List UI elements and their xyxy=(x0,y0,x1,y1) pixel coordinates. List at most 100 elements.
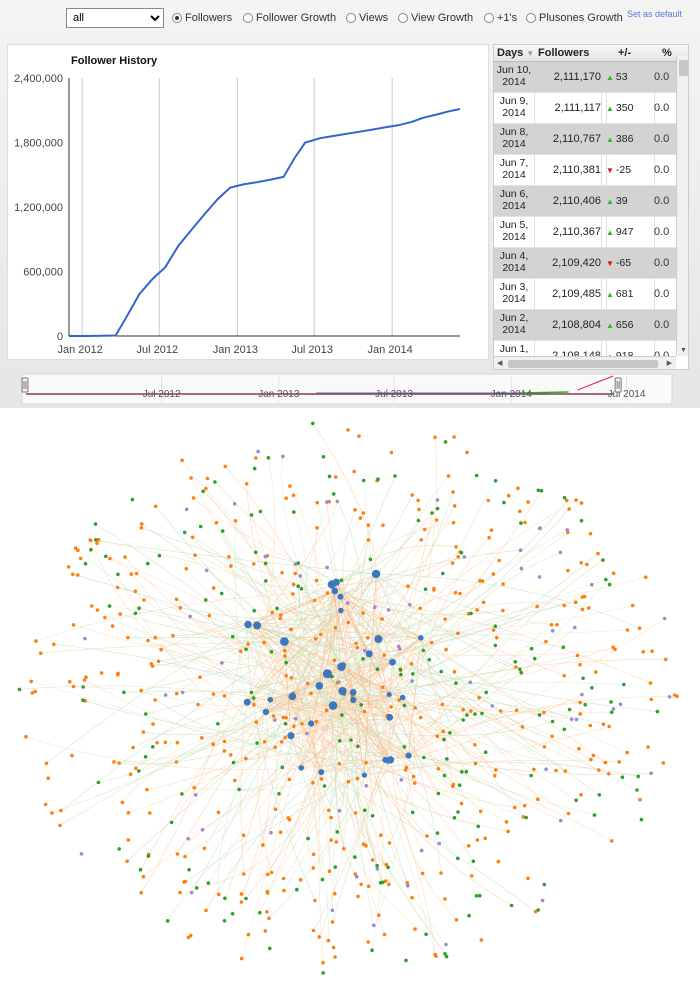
network-node xyxy=(466,844,471,848)
network-edge xyxy=(408,559,604,756)
radio-circle-icon[interactable] xyxy=(346,13,356,23)
network-node xyxy=(362,709,367,714)
network-node xyxy=(193,793,198,797)
network-node xyxy=(371,569,381,579)
network-node xyxy=(229,753,233,757)
scroll-left-icon[interactable]: ◀ xyxy=(497,360,503,367)
network-node xyxy=(456,631,460,635)
radio-option[interactable]: Views xyxy=(346,12,388,24)
network-node xyxy=(493,643,498,648)
radio-option[interactable]: Plusones Growth xyxy=(526,12,623,24)
network-edge xyxy=(247,624,390,718)
account-select[interactable]: all xyxy=(66,8,164,28)
radio-circle-icon[interactable] xyxy=(526,13,536,23)
radio-circle-icon[interactable] xyxy=(172,13,182,23)
network-node xyxy=(464,769,469,774)
network-node xyxy=(475,608,479,612)
network-node xyxy=(269,830,273,835)
network-edge xyxy=(353,695,445,740)
range-track[interactable] xyxy=(21,373,673,405)
network-node xyxy=(386,756,395,764)
network-node xyxy=(519,670,524,675)
network-node xyxy=(375,667,380,671)
network-edge xyxy=(341,633,432,667)
table-vertical-scrollbar[interactable]: ▼ xyxy=(676,56,688,356)
network-node xyxy=(286,816,291,820)
network-edge xyxy=(331,584,354,693)
network-node xyxy=(389,705,393,709)
range-left-handle[interactable] xyxy=(21,377,29,393)
header-days[interactable]: Days ▼ xyxy=(497,47,535,59)
radio-circle-icon[interactable] xyxy=(398,13,408,23)
radio-option[interactable]: View Growth xyxy=(398,12,473,24)
vertical-scroll-thumb[interactable] xyxy=(679,60,688,76)
network-edge xyxy=(204,573,377,849)
radio-option[interactable]: Follower Growth xyxy=(243,12,336,24)
network-node xyxy=(641,650,645,654)
table-row[interactable]: Jun 4, 2014 2,109,420 ▼ -65 0.0 xyxy=(494,248,676,279)
table-row[interactable]: Jun 9, 2014 2,111,117 ▲ 350 0.0 xyxy=(494,93,676,124)
network-node xyxy=(537,713,542,717)
network-node xyxy=(122,690,126,695)
cell-followers: 2,110,367 xyxy=(552,226,601,238)
header-pct[interactable]: % xyxy=(662,47,672,59)
table-row[interactable]: Jun 6, 2014 2,110,406 ▲ 39 0.0 xyxy=(494,186,676,217)
x-tick-label: Jan 2014 xyxy=(368,344,413,356)
network-node xyxy=(333,891,337,896)
network-node xyxy=(386,865,390,870)
network-node xyxy=(146,561,150,566)
x-tick-label: Jan 2013 xyxy=(213,344,258,356)
table-row[interactable]: Jun 8, 2014 2,110,767 ▲ 386 0.0 xyxy=(494,124,676,155)
arrow-up-icon: ▲ xyxy=(606,135,614,144)
cell-pct: 0.0 xyxy=(654,350,670,356)
radio-label: Views xyxy=(359,12,389,24)
network-node xyxy=(432,586,436,591)
network-node xyxy=(70,753,74,758)
header-change[interactable]: +/- xyxy=(618,47,632,59)
network-node xyxy=(284,660,289,665)
table-row[interactable]: Jun 3, 2014 2,109,485 ▲ 681 0.0 xyxy=(494,279,676,310)
network-node xyxy=(50,811,54,815)
network-node xyxy=(159,647,163,652)
network-node xyxy=(267,916,271,921)
radio-circle-icon[interactable] xyxy=(243,13,253,23)
network-node xyxy=(110,624,115,628)
network-edge xyxy=(378,638,439,794)
range-right-handle[interactable] xyxy=(614,377,622,393)
table-row[interactable]: Jun 7, 2014 2,110,381 ▼ -25 0.0 xyxy=(494,155,676,186)
network-edge xyxy=(390,480,496,760)
table-horizontal-scrollbar[interactable]: ◀ ▶ xyxy=(494,356,676,369)
table-row[interactable]: Jun 5, 2014 2,110,367 ▲ 947 0.0 xyxy=(494,217,676,248)
radio-option[interactable]: Followers xyxy=(172,12,232,24)
scroll-down-icon[interactable]: ▼ xyxy=(680,347,687,354)
network-node xyxy=(562,603,566,608)
horizontal-scroll-thumb[interactable] xyxy=(508,360,658,368)
network-node xyxy=(66,565,71,569)
network-node xyxy=(256,449,260,454)
table-row[interactable]: Jun 10, 2014 2,111,170 ▲ 53 0.0 xyxy=(494,62,676,93)
network-edges xyxy=(19,423,670,963)
sort-arrow-icon[interactable]: ▼ xyxy=(526,49,535,58)
network-node xyxy=(265,891,270,895)
network-node xyxy=(586,606,591,610)
radio-circle-icon[interactable] xyxy=(484,13,494,23)
network-node xyxy=(514,665,518,669)
range-selector[interactable]: Jul 2012 Jan 2013 Jul 2013 Jan 2014 Jul 2014 xyxy=(0,370,700,408)
network-node xyxy=(607,582,612,587)
network-node xyxy=(353,811,358,815)
network-node xyxy=(672,693,677,697)
radio-option[interactable]: +1's xyxy=(484,12,517,24)
network-node xyxy=(474,894,479,898)
network-node xyxy=(138,867,143,872)
table-row[interactable]: Jun 2, 2014 2,108,804 ▲ 656 0.0 xyxy=(494,310,676,341)
header-followers[interactable]: Followers xyxy=(538,47,590,59)
network-node xyxy=(441,571,445,576)
network-edge xyxy=(25,736,302,770)
scroll-right-icon[interactable]: ▶ xyxy=(666,360,672,367)
network-node xyxy=(189,890,194,895)
network-edge xyxy=(284,641,322,773)
network-graph xyxy=(17,421,679,975)
network-node xyxy=(193,553,197,557)
set-as-default-link[interactable]: Set as default xyxy=(627,9,683,19)
